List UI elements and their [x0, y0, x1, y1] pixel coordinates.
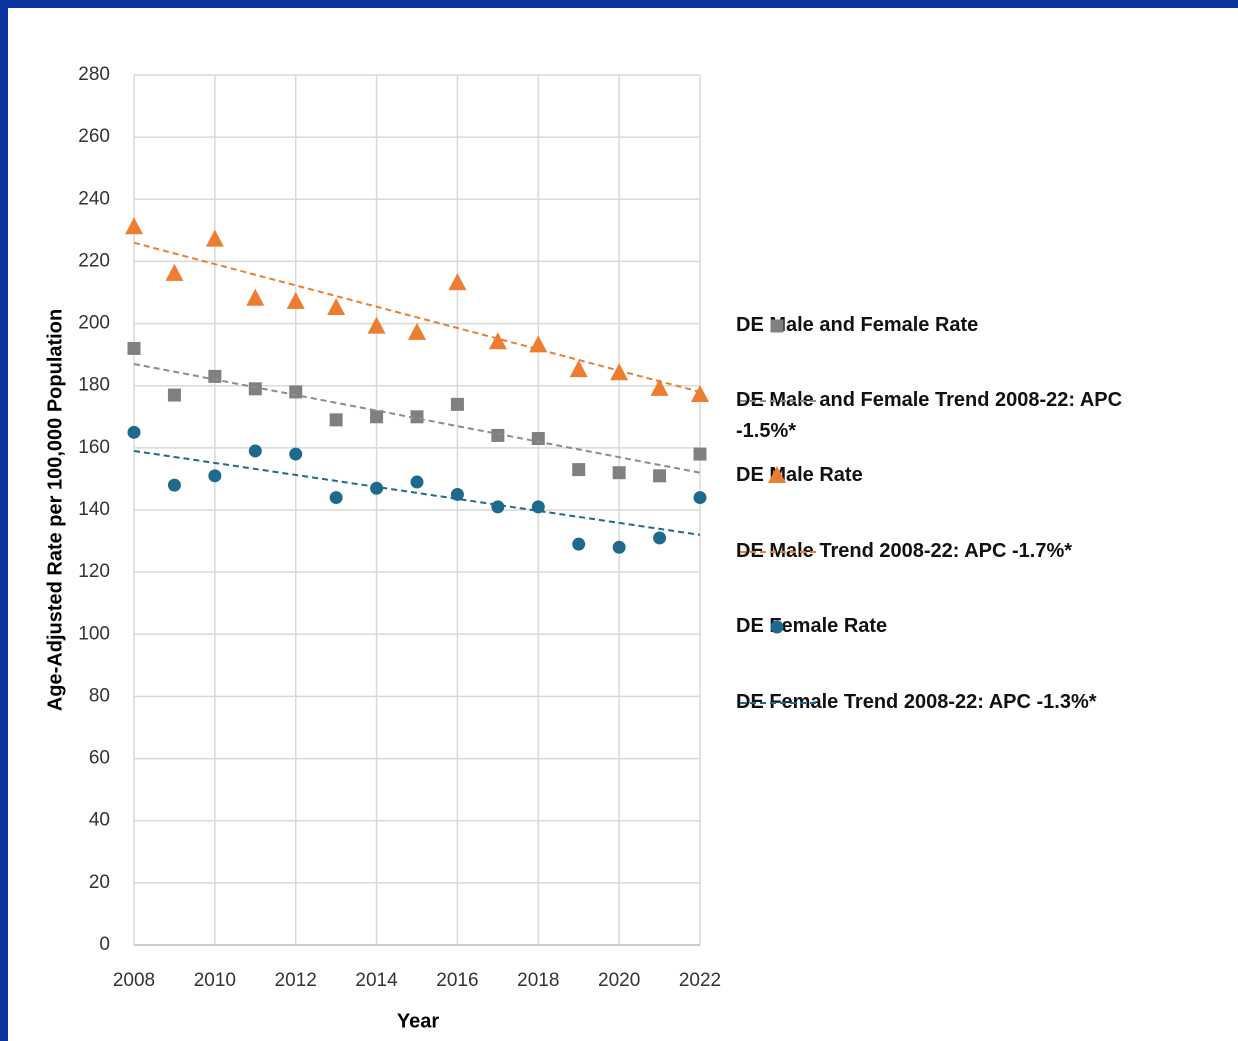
legend-item: DE Female Trend 2008-22: APC -1.3%* [736, 691, 1126, 718]
legend-label: DE Male Trend 2008-22: APC -1.7%* [736, 540, 1073, 562]
legend-label: DE Male and Female Rate [736, 314, 979, 336]
x-tick-label: 2014 [355, 970, 398, 991]
y-tick-label: 0 [99, 934, 110, 955]
marker-square [167, 388, 181, 402]
marker-circle [248, 444, 262, 458]
legend-symbol [740, 551, 818, 553]
x-tick-label: 2010 [194, 970, 236, 991]
y-axis-title: Age-Adjusted Rate per 100,000 Population [44, 309, 66, 711]
marker-circle [167, 478, 181, 492]
y-tick-label: 60 [89, 748, 110, 769]
marker-square [531, 432, 545, 446]
trend-line [133, 362, 701, 474]
marker-triangle [125, 217, 143, 235]
marker-triangle [165, 263, 184, 281]
marker-circle [770, 620, 784, 634]
legend-label: DE Male Rate [736, 464, 863, 486]
marker-triangle [768, 466, 786, 483]
y-tick-label: 20 [89, 872, 110, 893]
marker-circle [693, 491, 707, 505]
x-tick-label: 2012 [275, 970, 317, 991]
y-tick-label: 280 [78, 64, 110, 85]
x-tick-label: 2016 [436, 970, 478, 991]
x-tick-label: 2018 [517, 970, 559, 991]
marker-square [770, 319, 784, 333]
legend-item: DE Male Rate [736, 464, 1126, 491]
panel: Year Age-Adjusted Rate per 100,000 Popul… [8, 8, 1238, 1041]
y-tick-label: 80 [89, 685, 110, 706]
marker-circle [370, 481, 384, 495]
marker-square [329, 413, 343, 427]
marker-square [370, 410, 384, 424]
marker-square [127, 341, 141, 355]
trend-line [133, 449, 701, 536]
marker-square [693, 447, 707, 461]
marker-triangle [246, 288, 265, 306]
marker-square [450, 397, 464, 411]
x-tick-label: 2022 [679, 970, 721, 991]
marker-circle [289, 447, 303, 461]
trend-line [133, 241, 701, 393]
marker-square [653, 469, 667, 483]
legend-symbol [768, 466, 786, 483]
marker-triangle [327, 298, 346, 316]
legend-symbol [740, 702, 818, 704]
x-tick-label: 2020 [598, 970, 640, 991]
y-tick-label: 40 [89, 810, 110, 831]
marker-circle [491, 500, 505, 514]
legend-label: DE Male and Female Trend 2008-22: APC -1… [736, 389, 1123, 442]
marker-circle [208, 469, 222, 483]
legend-symbol [770, 620, 784, 634]
marker-circle [653, 531, 667, 545]
y-tick-label: 100 [78, 623, 110, 644]
marker-square [289, 385, 303, 399]
marker-triangle [650, 378, 669, 396]
marker-triangle [367, 316, 386, 334]
marker-circle [572, 537, 586, 551]
marker-triangle [448, 273, 467, 291]
marker-square [612, 466, 626, 480]
x-axis-title: Year [397, 1010, 439, 1032]
marker-triangle [488, 332, 507, 350]
marker-square [208, 369, 222, 383]
marker-square [491, 428, 505, 442]
y-tick-label: 240 [78, 188, 110, 209]
legend-symbol [770, 319, 784, 333]
marker-circle [127, 425, 141, 439]
y-tick-label: 180 [78, 375, 110, 396]
y-tick-label: 220 [78, 250, 110, 271]
legend-item: DE Male Trend 2008-22: APC -1.7%* [736, 540, 1126, 567]
marker-square [248, 382, 262, 396]
marker-circle [410, 475, 424, 489]
y-tick-label: 140 [78, 499, 110, 520]
marker-circle [612, 540, 626, 554]
y-tick-label: 260 [78, 126, 110, 147]
x-tick-label: 2008 [113, 970, 155, 991]
legend-item: DE Male and Female Trend 2008-22: APC -1… [736, 389, 1126, 447]
marker-circle [329, 491, 343, 505]
marker-triangle [286, 291, 305, 309]
marker-triangle [205, 229, 224, 247]
marker-triangle [529, 335, 548, 353]
y-tick-label: 120 [78, 561, 110, 582]
marker-triangle [569, 360, 588, 378]
marker-triangle [691, 385, 709, 403]
marker-square [410, 410, 424, 424]
legend-label: DE Female Trend 2008-22: APC -1.3%* [736, 691, 1097, 713]
legend-symbol [740, 400, 818, 402]
legend-item: DE Female Rate [736, 615, 1126, 642]
marker-triangle [408, 322, 426, 340]
marker-square [572, 463, 586, 477]
y-tick-label: 200 [78, 313, 110, 334]
marker-triangle [610, 363, 629, 381]
legend-item: DE Male and Female Rate [736, 314, 1126, 341]
y-tick-label: 160 [78, 437, 110, 458]
chart: Year Age-Adjusted Rate per 100,000 Popul… [44, 64, 721, 1032]
